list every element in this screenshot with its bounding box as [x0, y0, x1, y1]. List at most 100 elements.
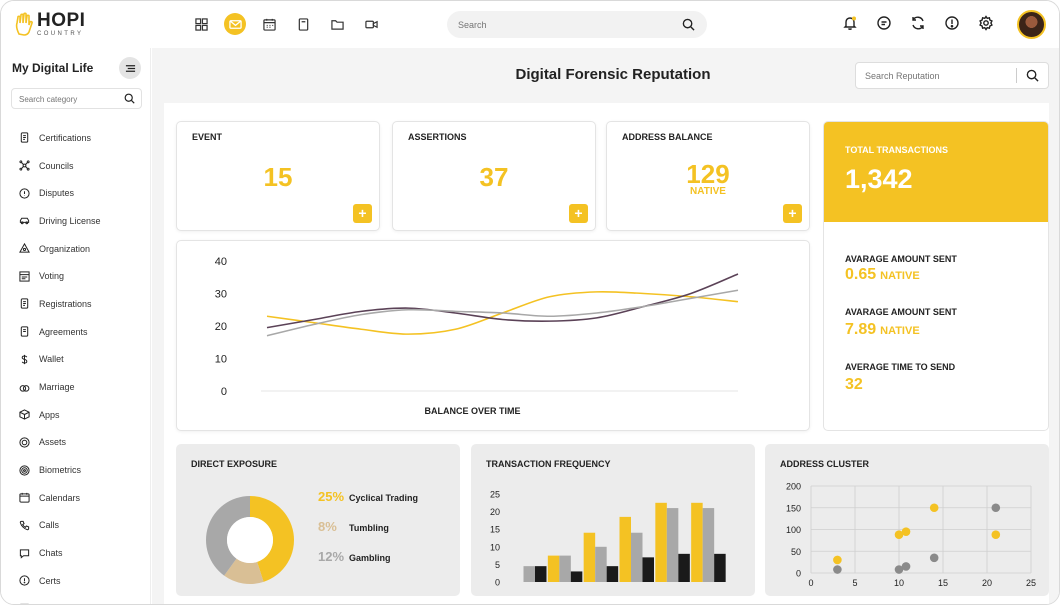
voting-icon [19, 271, 30, 282]
add-assertion-button[interactable]: + [569, 204, 588, 223]
y-tick-label: 25 [490, 490, 500, 500]
sidebar-item-driving-license[interactable]: Driving License [19, 207, 101, 235]
legend-name: Tumbling [349, 523, 389, 533]
y-tick-label: 200 [786, 482, 801, 492]
sidebar-item-label: Calendars [39, 492, 81, 503]
folder-icon[interactable] [326, 13, 348, 35]
sidebar-item-chats[interactable]: Chats [19, 539, 101, 567]
video-icon[interactable] [360, 13, 382, 35]
balance-series-line-3 [266, 289, 739, 337]
sidebar-item-councils[interactable]: Councils [19, 152, 101, 180]
sidebar-item-label: Companies [39, 604, 85, 605]
donut-slice-tumbling [224, 558, 264, 584]
legend-item: 25% Cyclical Trading [318, 489, 418, 504]
frequency-bar [547, 555, 560, 582]
legend-item: 8% Tumbling [318, 519, 389, 534]
dashboard-content: EVENT 15 + ASSERTIONS 37 + ADDRESS BALAN… [164, 103, 1049, 604]
sidebar-item-agreements[interactable]: Agreements [19, 318, 101, 346]
frequency-bar [642, 557, 654, 582]
x-tick-label: 0 [808, 578, 813, 588]
direct-exposure-title: DIRECT EXPOSURE [191, 459, 278, 469]
sidebar-item-marriage[interactable]: Marriage [19, 373, 101, 401]
reputation-search-input[interactable] [856, 63, 1006, 88]
add-event-button[interactable]: + [353, 204, 372, 223]
sync-icon[interactable] [910, 15, 926, 31]
global-search-input[interactable] [447, 11, 667, 38]
x-tick-label: 25 [1026, 578, 1036, 588]
legend-percent: 8% [318, 519, 337, 534]
legend-name: Cyclical Trading [349, 493, 419, 503]
sidebar-item-voting[interactable]: Voting [19, 262, 101, 290]
sidebar-item-organization[interactable]: Organization [19, 235, 101, 263]
sidebar-item-certifications[interactable]: Certifications [19, 124, 101, 152]
y-tick-label: 40 [215, 256, 227, 268]
sidebar-item-biometrics[interactable]: Biometrics [19, 456, 101, 484]
address-cluster-scatter-chart: 0 50 100 150 200 0 5 10 15 20 25 [786, 482, 1036, 589]
cube-icon [19, 409, 30, 420]
agreement-icon [20, 326, 29, 337]
category-search [11, 88, 142, 109]
address-balance-unit: NATIVE [690, 186, 726, 197]
x-tick-label: 10 [894, 578, 904, 588]
bell-icon[interactable] [842, 15, 858, 31]
sidebar-item-disputes[interactable]: Disputes [19, 179, 101, 207]
top-nav [190, 13, 382, 35]
sidebar-item-label: Organization [39, 243, 91, 254]
book-icon[interactable] [292, 13, 314, 35]
y-tick-label: 50 [791, 547, 801, 557]
sidebar-item-registrations[interactable]: Registrations [19, 290, 101, 318]
avg-amount-sent-number: 0.65 [845, 266, 877, 283]
donut-hole [227, 517, 273, 563]
sidebar-item-label: Disputes [39, 188, 75, 199]
frequency-bar [666, 508, 679, 582]
legend-item: 12% Gambling [318, 549, 391, 564]
frequency-bar [570, 571, 583, 582]
search-icon[interactable] [124, 93, 135, 104]
logo[interactable]: HOPI COUNTRY [15, 11, 85, 37]
legend-percent: 25% [318, 489, 345, 504]
search-icon[interactable] [1026, 69, 1039, 82]
calendar-icon[interactable] [258, 13, 280, 35]
assets-icon [19, 437, 30, 448]
sidebar-item-label: Agreements [39, 326, 88, 337]
cluster-point [929, 553, 939, 563]
y-tick-label: 10 [215, 354, 227, 366]
avg-amount-sent-value-2: 7.89 NATIVE [845, 321, 920, 339]
sidebar-item-label: Councils [39, 160, 74, 171]
avg-time-to-send-value: 32 [845, 376, 863, 393]
sidebar-item-companies[interactable]: Companies [19, 595, 101, 605]
alert-icon[interactable] [944, 15, 960, 31]
sidebar-item-assets[interactable]: Assets [19, 429, 101, 457]
gear-icon[interactable] [978, 15, 994, 31]
sidebar-item-certs[interactable]: Certs [19, 567, 101, 595]
address-balance-value: 129 [686, 159, 730, 189]
event-label: EVENT [192, 132, 223, 142]
chat-icon[interactable] [876, 15, 892, 31]
sidebar-item-calls[interactable]: Calls [19, 512, 101, 540]
frequency-bar [523, 566, 535, 582]
y-tick-label: 10 [490, 542, 500, 552]
document-icon [20, 298, 29, 310]
sidebar-item-label: Certs [39, 575, 61, 586]
mail-icon[interactable] [224, 13, 246, 35]
total-transactions-value: 1,342 [845, 164, 913, 194]
menu-toggle-button[interactable] [119, 57, 141, 79]
avg-amount-sent-number-2: 7.89 [845, 321, 877, 338]
frequency-bar [559, 555, 571, 582]
category-search-input[interactable] [12, 90, 117, 109]
search-divider [1016, 68, 1017, 83]
avatar[interactable] [1017, 10, 1046, 39]
grid-icon[interactable] [190, 13, 212, 35]
council-icon [19, 160, 30, 171]
add-balance-button[interactable]: + [783, 204, 802, 223]
dollar-icon [21, 354, 28, 364]
x-axis-label: BALANCE OVER TIME [424, 406, 520, 416]
search-icon[interactable] [682, 18, 695, 31]
y-tick-label: 0 [495, 578, 500, 588]
sidebar-item-label: Calls [39, 520, 60, 531]
sidebar-item-apps[interactable]: Apps [19, 401, 101, 429]
top-bar: HOPI COUNTRY [1, 1, 1059, 48]
sidebar-item-calendars[interactable]: Calendars [19, 484, 101, 512]
sidebar-item-wallet[interactable]: Wallet [19, 346, 101, 374]
sidebar-item-label: Apps [39, 409, 60, 420]
